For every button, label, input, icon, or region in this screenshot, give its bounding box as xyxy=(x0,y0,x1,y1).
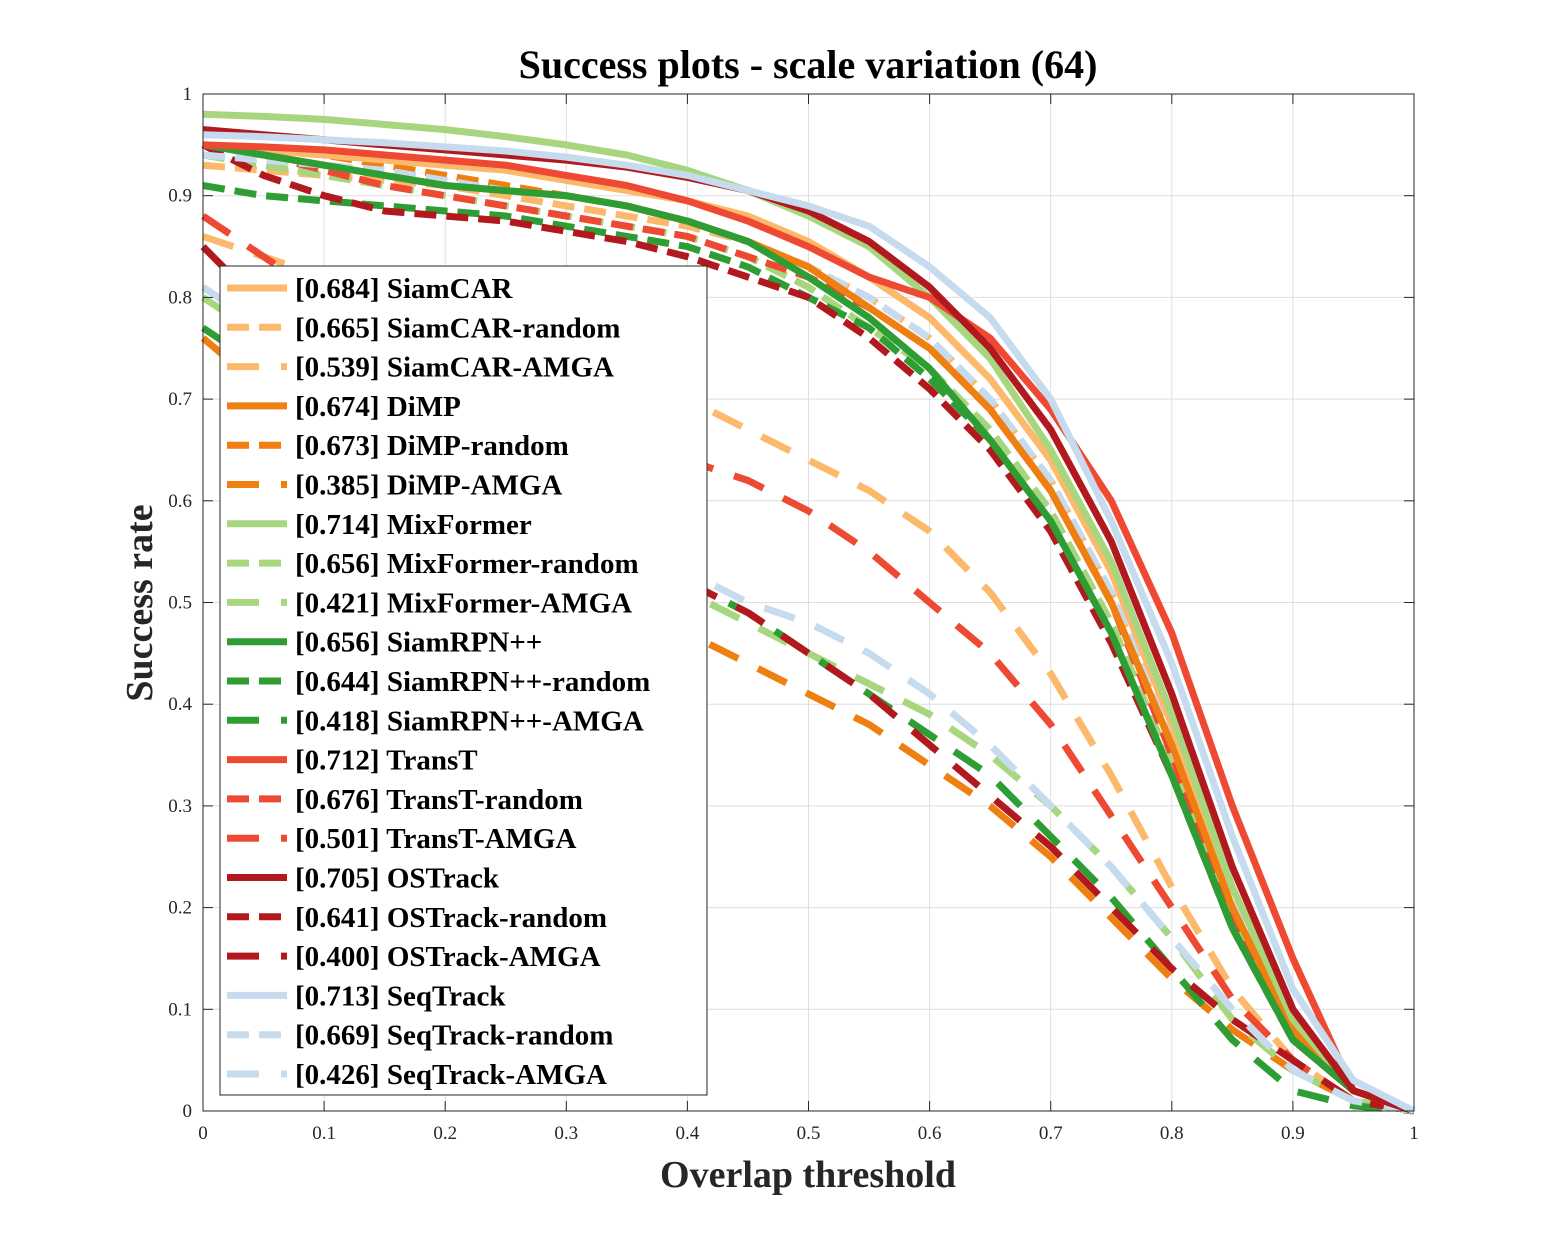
x-tick-labels: 0 0.1 0.2 0.3 0.4 0.5 0.6 0.7 0.8 0.9 1 xyxy=(198,1123,1419,1144)
legend-label: [0.713] SeqTrack xyxy=(295,980,506,1012)
legend-item: [0.713] SeqTrack xyxy=(227,980,506,1012)
y-tick-label: 0.6 xyxy=(168,491,192,512)
y-tick-labels: 0 0.1 0.2 0.3 0.4 0.5 0.6 0.7 0.8 0.9 1 xyxy=(168,84,192,1122)
legend-item: [0.656] SiamRPN++ xyxy=(227,627,542,659)
legend-label: [0.684] SiamCAR xyxy=(295,273,514,305)
series-line-ostrack-amga xyxy=(200,244,1415,1115)
legend-item: [0.673] DiMP-random xyxy=(227,430,569,462)
x-tick-label: 0.3 xyxy=(554,1123,578,1144)
legend-item: [0.684] SiamCAR xyxy=(227,273,514,305)
y-tick-label: 1 xyxy=(183,84,193,105)
legend-item: [0.641] OSTrack-random xyxy=(227,902,607,934)
legend-item: [0.539] SiamCAR-AMGA xyxy=(227,352,614,384)
legend-label: [0.418] SiamRPN++-AMGA xyxy=(295,705,644,737)
y-tick-label: 0.8 xyxy=(168,287,192,308)
legend-label: [0.421] MixFormer-AMGA xyxy=(295,587,632,619)
legend-item: [0.714] MixFormer xyxy=(227,509,532,541)
series-line-siamcar-amga xyxy=(201,233,1415,1115)
legend-item: [0.669] SeqTrack-random xyxy=(227,1020,613,1052)
y-tick-label: 0.4 xyxy=(168,694,192,715)
legend-label: [0.676] TransT-random xyxy=(295,784,583,816)
legend-item: [0.426] SeqTrack-AMGA xyxy=(227,1059,607,1091)
tick-marks xyxy=(202,93,1415,1112)
legend-label: [0.426] SeqTrack-AMGA xyxy=(295,1059,607,1091)
legend-box xyxy=(219,265,708,1096)
legend-item: [0.644] SiamRPN++-random xyxy=(227,666,650,698)
y-axis-label: Success rate xyxy=(119,504,161,701)
x-tick-label: 0 xyxy=(198,1123,208,1144)
legend-label: [0.539] SiamCAR-AMGA xyxy=(295,352,614,384)
x-tick-label: 0.8 xyxy=(1160,1123,1184,1144)
x-tick-label: 0.4 xyxy=(676,1123,700,1144)
legend-item: [0.421] MixFormer-AMGA xyxy=(227,587,632,619)
legend-label: [0.644] SiamRPN++-random xyxy=(295,666,650,698)
legend-item: [0.665] SiamCAR-random xyxy=(227,312,620,344)
y-tick-label: 0.3 xyxy=(168,796,192,817)
x-tick-label: 0.7 xyxy=(1039,1123,1063,1144)
legend-label: [0.501] TransT-AMGA xyxy=(295,823,576,855)
legend-label: [0.674] DiMP xyxy=(295,391,461,423)
series-line-transt xyxy=(202,141,1416,1115)
y-tick-label: 0.7 xyxy=(168,389,192,410)
legend-label: [0.385] DiMP-AMGA xyxy=(295,470,562,502)
x-axis-label: Overlap threshold xyxy=(660,1154,956,1196)
legend-label: [0.714] MixFormer xyxy=(295,509,532,541)
x-tick-label: 0.9 xyxy=(1281,1123,1305,1144)
y-tick-label: 0.2 xyxy=(168,898,192,919)
series-line-seqtrack xyxy=(202,131,1416,1115)
x-tick-label: 0.1 xyxy=(312,1123,336,1144)
series-line-siamrpnplusplus xyxy=(202,141,1416,1115)
y-tick-label: 0.1 xyxy=(168,999,192,1020)
x-tick-label: 1 xyxy=(1409,1123,1419,1144)
legend-label: [0.641] OSTrack-random xyxy=(295,902,607,934)
legend-item: [0.385] DiMP-AMGA xyxy=(227,470,562,502)
x-tick-label: 0.6 xyxy=(918,1123,942,1144)
legend-item: [0.712] TransT xyxy=(227,745,478,777)
legend-label: [0.673] DiMP-random xyxy=(295,430,569,462)
legend-items: [0.684] SiamCAR [0.665] SiamCAR-random [0.… xyxy=(227,273,650,1091)
legend-label: [0.656] MixFormer-random xyxy=(295,548,639,580)
legend-item: [0.656] MixFormer-random xyxy=(227,548,639,580)
legend-item: [0.501] TransT-AMGA xyxy=(227,823,576,855)
x-tick-label: 0.2 xyxy=(433,1123,457,1144)
legend-label: [0.705] OSTrack xyxy=(295,863,500,895)
legend-label: [0.400] OSTrack-AMGA xyxy=(295,941,601,973)
legend-item: [0.676] TransT-random xyxy=(227,784,583,816)
legend-label: [0.669] SeqTrack-random xyxy=(295,1020,613,1052)
legend-label: [0.656] SiamRPN++ xyxy=(295,627,542,659)
y-tick-label: 0.5 xyxy=(168,593,192,614)
legend-label: [0.712] TransT xyxy=(295,745,478,777)
legend-label: [0.665] SiamCAR-random xyxy=(295,312,620,344)
chart-title: Success plots - scale variation (64) xyxy=(519,42,1098,87)
legend-item: [0.674] DiMP xyxy=(227,391,461,423)
series-line-mixformer xyxy=(202,110,1416,1115)
legend-item: [0.400] OSTrack-AMGA xyxy=(227,941,601,973)
x-tick-label: 0.5 xyxy=(797,1123,821,1144)
y-tick-label: 0 xyxy=(183,1101,193,1122)
y-tick-label: 0.9 xyxy=(168,186,192,207)
legend-item: [0.418] SiamRPN++-AMGA xyxy=(227,705,644,737)
legend-item: [0.705] OSTrack xyxy=(227,863,500,895)
legend: [0.684] SiamCAR [0.665] SiamCAR-random [0.… xyxy=(219,265,708,1096)
